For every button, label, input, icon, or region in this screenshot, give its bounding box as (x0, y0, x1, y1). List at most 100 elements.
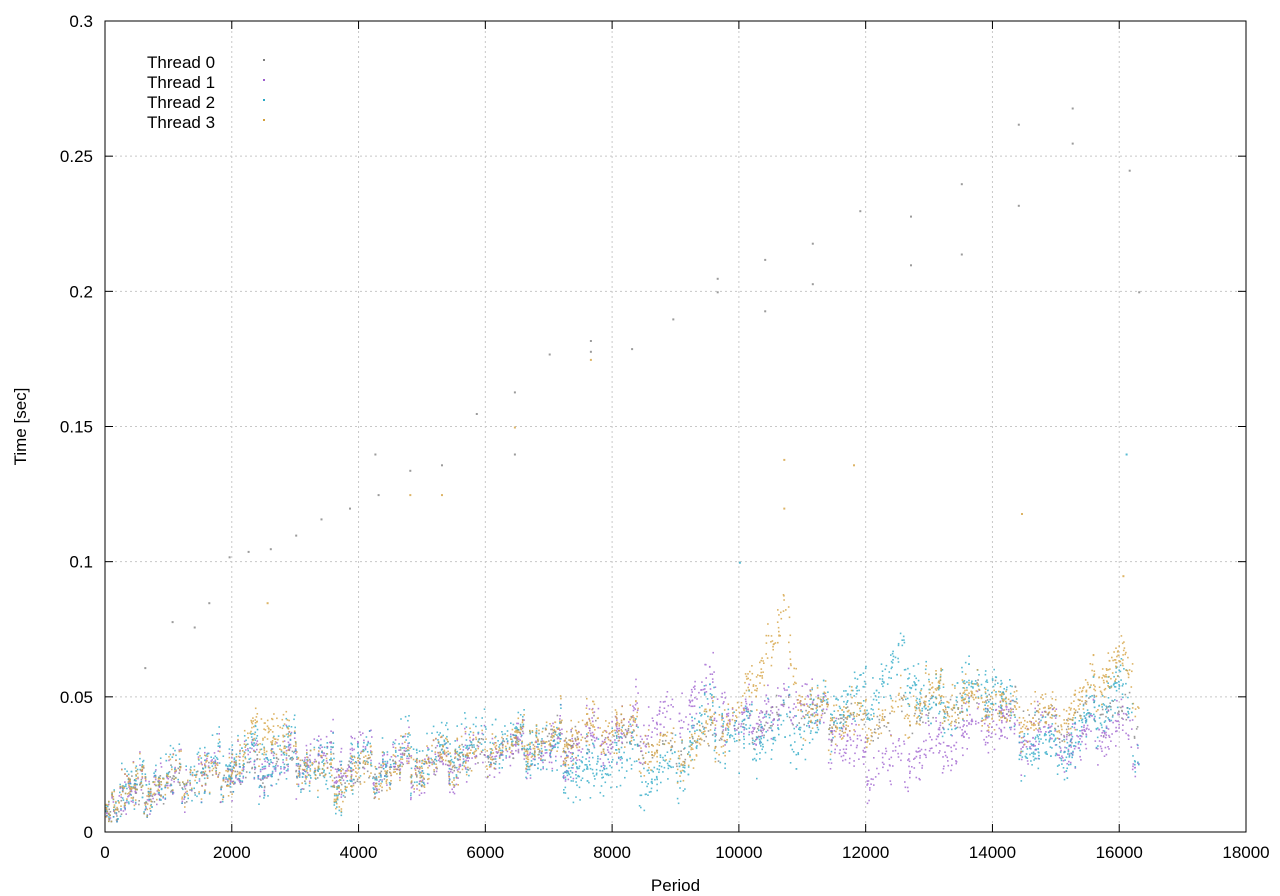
data-point (592, 735, 594, 738)
data-point (124, 801, 126, 804)
data-point (938, 728, 941, 731)
data-point (610, 747, 613, 750)
data-point (638, 761, 641, 764)
data-point (306, 772, 309, 774)
data-point (1001, 734, 1003, 737)
data-point (775, 694, 778, 697)
data-point (466, 768, 469, 771)
data-point (378, 791, 380, 793)
data-point (350, 758, 353, 760)
data-point (542, 742, 544, 745)
data-point (907, 790, 909, 793)
data-point (944, 751, 946, 753)
data-point (322, 754, 325, 757)
data-point (863, 680, 866, 683)
data-point (845, 744, 848, 747)
data-point (448, 777, 451, 780)
data-point (1012, 699, 1014, 702)
data-point (1060, 749, 1062, 752)
data-point (1044, 751, 1046, 754)
data-point (316, 777, 319, 779)
data-point (724, 697, 727, 699)
data-point (760, 723, 762, 726)
data-point (993, 748, 996, 751)
data-point (474, 755, 476, 758)
data-point (308, 766, 310, 768)
data-point (755, 753, 758, 755)
data-point (1125, 682, 1127, 685)
data-point (760, 726, 762, 729)
data-point (986, 711, 988, 713)
data-point (840, 755, 843, 758)
data-point (929, 707, 932, 710)
data-point (574, 737, 576, 740)
data-point (556, 750, 558, 752)
data-point (1103, 755, 1106, 757)
data-point (928, 692, 931, 694)
data-point (760, 741, 762, 744)
data-point (844, 721, 846, 723)
data-point (393, 742, 396, 745)
data-point (688, 699, 691, 701)
data-point (245, 749, 247, 751)
data-point (1006, 706, 1008, 708)
data-point (1030, 760, 1032, 762)
data-point (900, 752, 903, 755)
data-point (356, 780, 359, 783)
data-point (828, 738, 830, 741)
data-point (925, 739, 927, 742)
data-point (219, 745, 221, 747)
data-point (170, 783, 172, 786)
data-point (826, 705, 829, 708)
data-point (983, 722, 986, 725)
data-point (330, 751, 332, 753)
data-point (1049, 746, 1052, 748)
data-point (994, 676, 997, 678)
data-point (540, 751, 543, 754)
data-point (667, 742, 670, 744)
data-point (485, 738, 487, 740)
data-point (174, 766, 176, 769)
data-point (311, 764, 313, 766)
data-point (295, 764, 298, 767)
data-point (988, 715, 990, 718)
data-point (133, 804, 136, 807)
data-point (410, 796, 412, 799)
data-point (761, 748, 763, 751)
data-point (752, 739, 754, 741)
data-point (1137, 761, 1139, 764)
data-point (538, 753, 540, 756)
data-point (701, 713, 703, 716)
data-point (909, 772, 911, 774)
data-point (581, 748, 584, 750)
data-point (760, 737, 763, 740)
data-point (250, 719, 252, 722)
data-point (986, 717, 989, 719)
data-point (834, 725, 837, 727)
data-point (1042, 726, 1045, 728)
data-point (642, 742, 645, 745)
data-point (515, 743, 517, 746)
data-point (1045, 751, 1048, 753)
data-point (531, 755, 534, 757)
data-point (726, 741, 728, 743)
data-point (601, 777, 603, 779)
data-point (406, 750, 408, 752)
data-point (617, 740, 620, 742)
data-point (1000, 707, 1003, 709)
data-point (998, 712, 1001, 715)
data-point (486, 776, 488, 779)
data-point (679, 732, 681, 735)
data-point (675, 772, 678, 774)
data-point (118, 810, 120, 813)
data-point (738, 739, 740, 741)
data-point (1044, 725, 1046, 728)
data-point (998, 705, 1000, 708)
data-point (535, 735, 538, 738)
data-point (616, 731, 619, 733)
data-point (970, 685, 973, 688)
data-point (806, 725, 808, 727)
data-point (840, 721, 842, 724)
data-point (942, 702, 945, 704)
data-point (374, 785, 376, 787)
